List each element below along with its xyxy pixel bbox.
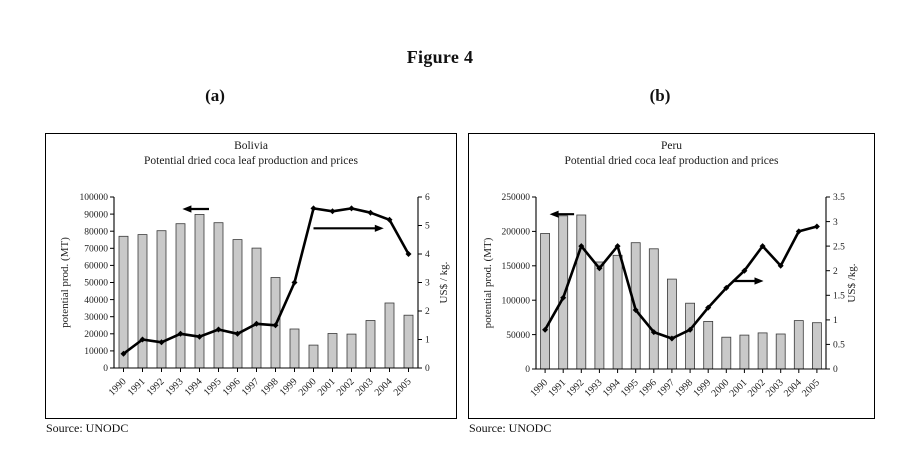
arrow-right-axis: [313, 224, 384, 232]
svg-text:1990: 1990: [107, 376, 129, 398]
svg-text:2: 2: [425, 307, 430, 317]
chart-plot-peru: 0 50000 100000 150000 200000 250000 0 0.5 1 1.5 2 2…: [482, 193, 858, 399]
svg-text:2001: 2001: [316, 376, 338, 398]
svg-text:2: 2: [833, 267, 838, 277]
axis-labels: potential prod. (MT) US$ /kg.: [482, 237, 858, 328]
source-note-b: Source: UNODC: [469, 421, 552, 435]
svg-text:100000: 100000: [502, 296, 531, 306]
price-line: [542, 223, 820, 342]
svg-text:250000: 250000: [502, 193, 531, 203]
svg-text:0: 0: [525, 365, 530, 375]
panel-a-label: (a): [205, 86, 225, 105]
arrow-left-axis: [549, 210, 575, 218]
chart-panel-peru: Peru Potential dried coca leaf productio…: [468, 133, 875, 419]
svg-text:1999: 1999: [691, 377, 713, 399]
svg-text:100000: 100000: [80, 193, 109, 203]
svg-text:40000: 40000: [84, 296, 108, 306]
svg-text:1993: 1993: [164, 376, 186, 398]
svg-text:10000: 10000: [84, 347, 108, 357]
svg-text:5: 5: [425, 222, 430, 232]
svg-text:2000: 2000: [297, 376, 319, 398]
svg-text:20000: 20000: [84, 330, 108, 340]
svg-text:1992: 1992: [145, 376, 167, 398]
svg-text:3: 3: [425, 279, 430, 289]
svg-text:1995: 1995: [202, 376, 224, 398]
svg-text:30000: 30000: [84, 313, 108, 323]
svg-text:2005: 2005: [800, 377, 822, 399]
chart-title-bolivia: Bolivia: [234, 140, 268, 152]
svg-text:US$ / kg.: US$ / kg.: [438, 261, 450, 303]
axis-labels: potential prod. (MT) US$ / kg.: [59, 237, 450, 328]
svg-text:70000: 70000: [84, 245, 108, 255]
svg-text:1995: 1995: [619, 377, 641, 399]
svg-text:1990: 1990: [528, 377, 550, 399]
svg-text:80000: 80000: [84, 227, 108, 237]
chart-title-peru: Peru: [660, 140, 683, 152]
figure-title: Figure 4: [406, 47, 474, 67]
svg-text:90000: 90000: [84, 210, 108, 220]
svg-text:1: 1: [425, 336, 430, 346]
svg-text:1996: 1996: [221, 376, 243, 398]
production-bars: [118, 214, 414, 369]
svg-text:6: 6: [425, 193, 430, 203]
svg-text:3: 3: [833, 218, 838, 228]
svg-text:1997: 1997: [655, 377, 677, 399]
svg-text:0.5: 0.5: [833, 341, 845, 351]
chart-panel-bolivia: Bolivia Potential dried coca leaf produc…: [45, 133, 457, 419]
svg-text:1998: 1998: [673, 377, 695, 399]
svg-text:3.5: 3.5: [833, 193, 845, 203]
svg-text:2.5: 2.5: [833, 242, 845, 252]
svg-text:0: 0: [425, 364, 430, 374]
panel-b-label: (b): [649, 86, 671, 105]
svg-text:2001: 2001: [728, 377, 750, 399]
svg-text:50000: 50000: [84, 279, 108, 289]
arrow-left-axis: [182, 205, 209, 213]
svg-text:2002: 2002: [746, 377, 768, 399]
chart-subtitle-peru: Potential dried coca leaf production and…: [564, 155, 779, 167]
svg-text:2003: 2003: [354, 376, 376, 398]
chart-plot-bolivia: 0100002000030000400005000060000700008000…: [59, 193, 450, 398]
svg-text:0: 0: [833, 365, 838, 375]
svg-text:1994: 1994: [183, 376, 205, 398]
svg-text:potential prod. (MT): potential prod. (MT): [59, 237, 71, 328]
svg-text:2005: 2005: [392, 376, 414, 398]
svg-text:1994: 1994: [601, 377, 623, 399]
svg-text:1998: 1998: [259, 376, 281, 398]
svg-text:potential prod. (MT): potential prod. (MT): [482, 237, 494, 328]
svg-text:1993: 1993: [583, 377, 605, 399]
svg-text:1.5: 1.5: [833, 292, 845, 302]
svg-text:200000: 200000: [502, 228, 531, 238]
price-line: [120, 205, 412, 357]
svg-text:1: 1: [833, 316, 838, 326]
svg-text:1997: 1997: [240, 376, 262, 398]
chart-subtitle-bolivia: Potential dried coca leaf production and…: [144, 155, 358, 167]
svg-text:2002: 2002: [335, 376, 357, 398]
source-note-a: Source: UNODC: [46, 421, 129, 435]
svg-text:4: 4: [425, 250, 430, 260]
svg-text:2004: 2004: [782, 377, 804, 399]
svg-text:2000: 2000: [710, 377, 732, 399]
svg-text:150000: 150000: [502, 262, 531, 272]
svg-text:1992: 1992: [565, 377, 587, 399]
svg-text:1999: 1999: [278, 376, 300, 398]
production-bars: [540, 214, 822, 370]
svg-text:US$ /kg.: US$ /kg.: [846, 263, 858, 302]
svg-text:1991: 1991: [546, 377, 568, 399]
arrow-right-axis: [732, 277, 764, 285]
svg-text:60000: 60000: [84, 262, 108, 272]
svg-text:1991: 1991: [126, 376, 148, 398]
svg-text:50000: 50000: [506, 331, 530, 341]
svg-text:2003: 2003: [764, 377, 786, 399]
svg-text:1996: 1996: [637, 377, 659, 399]
svg-text:2004: 2004: [373, 376, 395, 398]
svg-text:0: 0: [103, 364, 108, 374]
